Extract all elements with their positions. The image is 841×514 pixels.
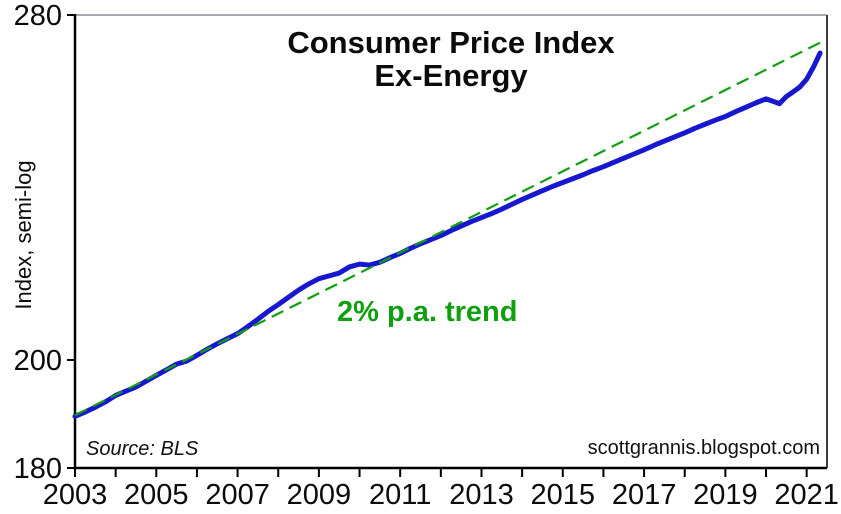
y-axis-title: Index, semi-log [11, 160, 36, 310]
chart-title-line1: Consumer Price Index [287, 25, 615, 60]
x-tick-label: 2011 [369, 479, 431, 511]
x-tick-label: 2003 [43, 479, 108, 511]
x-tick-label: 2005 [124, 479, 189, 511]
x-tick-label: 2021 [774, 479, 839, 511]
x-tick-label: 2017 [612, 479, 677, 511]
x-tick-label: 2009 [287, 479, 352, 511]
watermark-url: scottgrannis.blogspot.com [587, 437, 820, 459]
y-tick-label: 180 [14, 453, 62, 485]
chart-title-line2: Ex-Energy [374, 58, 528, 93]
trend-annotation: 2% p.a. trend [337, 296, 518, 328]
x-tick-label: 2007 [205, 479, 270, 511]
cpi-ex-energy-line [72, 50, 823, 419]
x-tick-label: 2019 [693, 479, 758, 511]
y-tick-label: 200 [14, 345, 62, 377]
trend-2pct-line [74, 39, 826, 417]
x-tick-label: 2013 [449, 479, 514, 511]
chart-title: Consumer Price Index Ex-Energy [75, 26, 827, 92]
y-tick-label: 280 [14, 0, 62, 32]
source-note: Source: BLS [86, 438, 199, 460]
x-tick-label: 2015 [531, 479, 596, 511]
